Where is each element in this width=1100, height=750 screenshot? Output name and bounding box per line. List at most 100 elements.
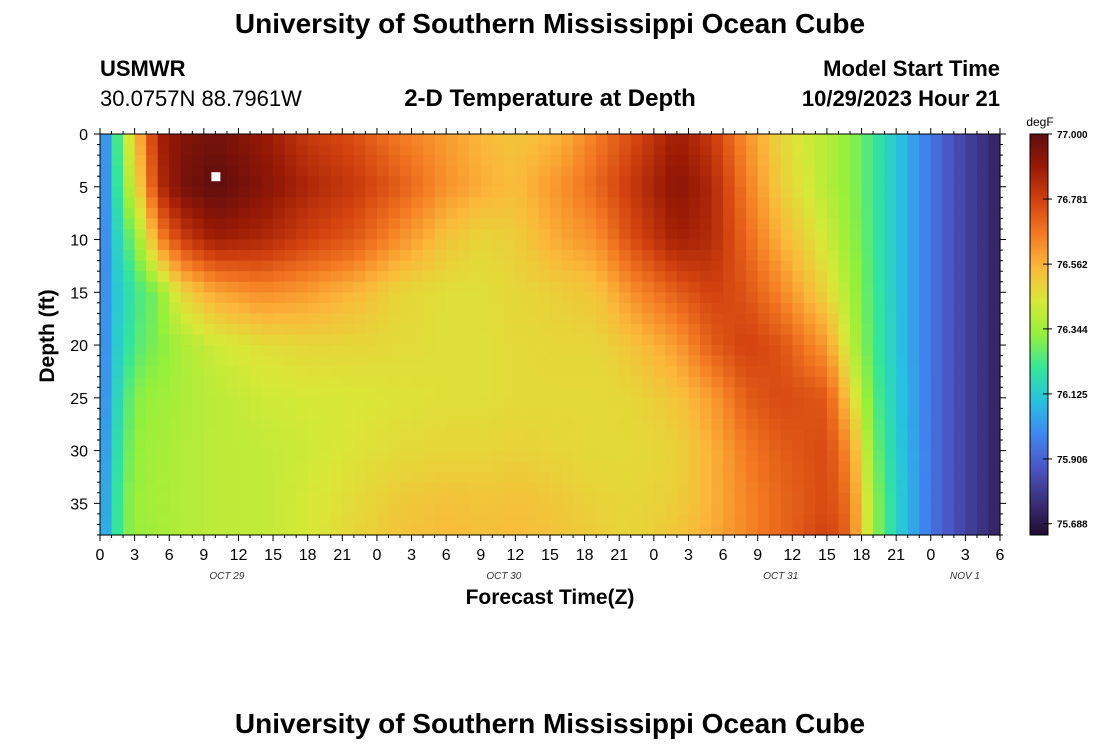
heatmap-cell	[238, 176, 251, 188]
heatmap-cell	[215, 155, 228, 167]
heatmap-cell	[642, 228, 655, 241]
heatmap-cell	[665, 408, 678, 420]
heatmap-cell	[446, 524, 459, 536]
heatmap-cell	[907, 176, 920, 188]
heatmap-cell	[434, 334, 447, 346]
heatmap-cell	[526, 176, 540, 188]
heatmap-cell	[180, 429, 193, 441]
heatmap-cell	[688, 292, 701, 304]
heatmap-cell	[400, 334, 413, 346]
heatmap-cell	[630, 186, 643, 198]
heatmap-cell	[157, 313, 170, 325]
heatmap-cell	[146, 197, 159, 209]
heatmap-cell	[757, 345, 770, 357]
heatmap-cell	[423, 461, 436, 473]
heatmap-cell	[896, 228, 909, 241]
heatmap-cell	[215, 418, 228, 431]
heatmap-cell	[284, 186, 297, 198]
heatmap-cell	[353, 313, 366, 325]
heatmap-cell	[550, 271, 563, 283]
heatmap-cell	[411, 503, 424, 515]
heatmap-cell	[988, 503, 1001, 515]
heatmap-cell	[965, 450, 978, 462]
heatmap-cell	[180, 345, 193, 357]
heatmap-cell	[469, 397, 482, 409]
heatmap-cell	[965, 144, 978, 156]
heatmap-cell	[676, 281, 690, 293]
heatmap-cell	[757, 323, 770, 336]
heatmap-cell	[769, 292, 782, 304]
heatmap-cell	[873, 313, 886, 325]
heatmap-cell	[653, 376, 666, 388]
heatmap-cell	[861, 165, 874, 177]
heatmap-cell	[676, 197, 690, 209]
heatmap-cell	[838, 228, 851, 241]
heatmap-cell	[896, 218, 909, 230]
heatmap-cell	[400, 323, 413, 336]
heatmap-cell	[296, 292, 309, 304]
heatmap-cell	[273, 271, 286, 283]
heatmap-cell	[388, 281, 401, 293]
heatmap-cell	[884, 503, 897, 515]
heatmap-cell	[884, 176, 897, 188]
heatmap-cell	[250, 492, 263, 504]
heatmap-cell	[688, 313, 701, 325]
heatmap-cell	[850, 418, 863, 431]
heatmap-cell	[642, 165, 655, 177]
heatmap-cell	[365, 176, 378, 188]
heatmap-cell	[619, 482, 632, 494]
heatmap-cell	[665, 313, 678, 325]
x-tick-label: 3	[130, 547, 139, 564]
heatmap-cell	[665, 323, 678, 336]
heatmap-cell	[526, 355, 540, 367]
heatmap-cell	[330, 334, 343, 346]
heatmap-cell	[503, 197, 516, 209]
heatmap-cell	[734, 461, 747, 473]
heatmap-cell	[157, 292, 170, 304]
heatmap-cell	[642, 313, 655, 325]
heatmap-cell	[457, 323, 470, 336]
heatmap-cell	[330, 323, 343, 336]
heatmap-cell	[780, 366, 793, 378]
heatmap-cell	[550, 334, 563, 346]
heatmap-cell	[123, 366, 136, 378]
heatmap-cell	[896, 260, 909, 272]
heatmap-cell	[803, 250, 816, 262]
heatmap-cell	[757, 450, 770, 462]
heatmap-cell	[203, 429, 216, 441]
heatmap-cell	[180, 228, 193, 241]
heatmap-cell	[307, 239, 320, 251]
heatmap-cell	[838, 440, 851, 452]
heatmap-cell	[307, 260, 320, 272]
heatmap-cell	[503, 218, 516, 230]
heatmap-cell	[203, 165, 216, 177]
heatmap-cell	[284, 366, 297, 378]
heatmap-cell	[469, 355, 482, 367]
heatmap-cell	[653, 471, 666, 483]
heatmap-cell	[630, 271, 643, 283]
heatmap-cell	[884, 418, 897, 431]
heatmap-cell	[538, 492, 551, 504]
heatmap-cell	[480, 429, 493, 441]
heatmap-cell	[261, 429, 274, 441]
heatmap-cell	[423, 492, 436, 504]
heatmap-cell	[746, 292, 759, 304]
heatmap-cell	[134, 239, 147, 251]
heatmap-cell	[965, 429, 978, 441]
heatmap-cell	[180, 471, 193, 483]
heatmap-cell	[826, 429, 840, 441]
heatmap-cell	[700, 323, 713, 336]
heatmap-cell	[838, 450, 851, 462]
heatmap-cell	[261, 408, 274, 420]
heatmap-cell	[792, 260, 805, 272]
heatmap-cell	[561, 292, 574, 304]
heatmap-cell	[953, 218, 966, 230]
heatmap-cell	[803, 197, 816, 209]
heatmap-cell	[469, 492, 482, 504]
heatmap-cell	[850, 513, 863, 526]
heatmap-cell	[630, 218, 643, 230]
heatmap-cell	[469, 197, 482, 209]
heatmap-cell	[284, 281, 297, 293]
heatmap-cell	[353, 345, 366, 357]
heatmap-cell	[480, 207, 493, 220]
